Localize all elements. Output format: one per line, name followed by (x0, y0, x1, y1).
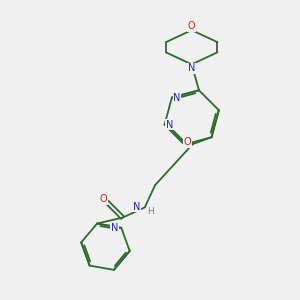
Text: O: O (188, 21, 196, 31)
Text: N: N (188, 64, 195, 74)
Text: N: N (173, 93, 181, 103)
Text: H: H (148, 207, 154, 216)
Text: O: O (184, 137, 191, 147)
Text: O: O (99, 194, 107, 204)
Text: N: N (133, 202, 141, 212)
Text: N: N (110, 223, 118, 233)
Text: N: N (166, 120, 173, 130)
